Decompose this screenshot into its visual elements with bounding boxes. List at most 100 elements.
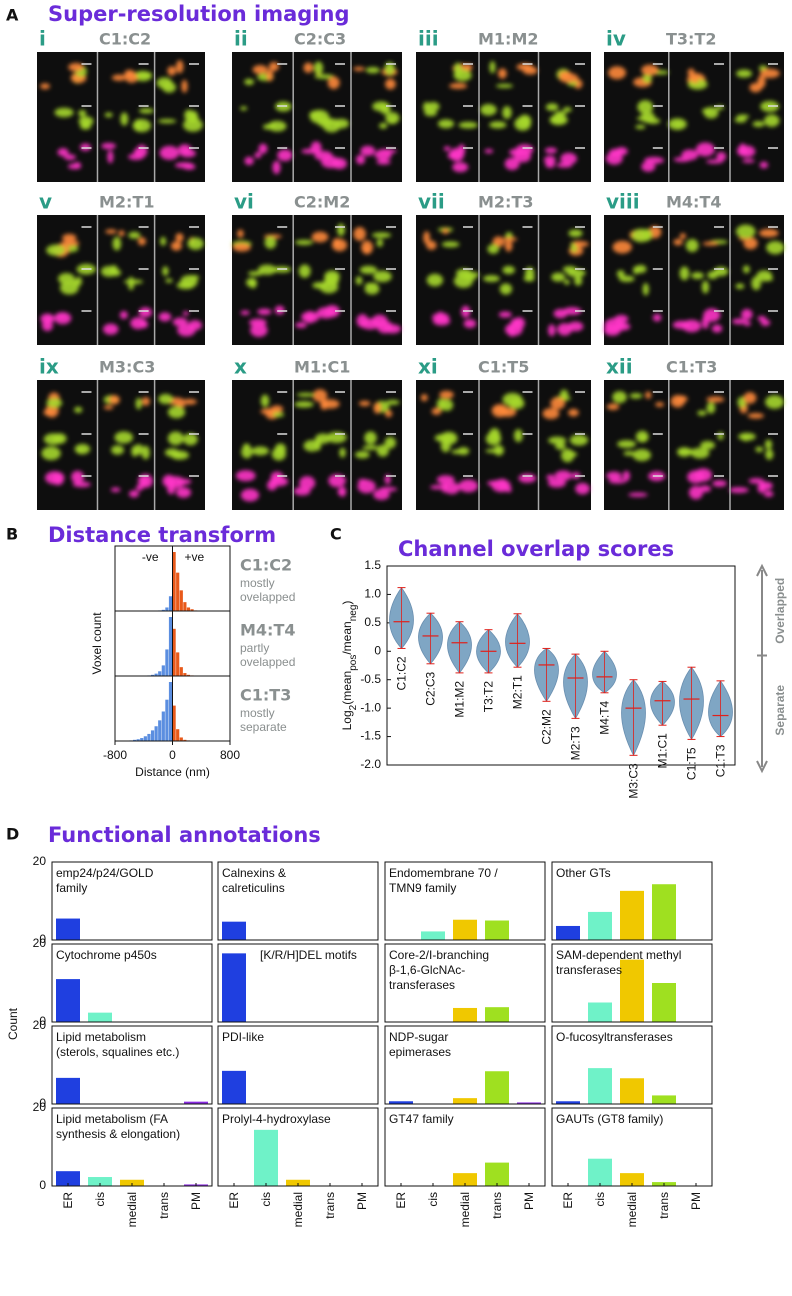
image-pair: M2:T1 [99,193,155,212]
y-axis-label-part: (mean [340,671,354,705]
blob [156,77,173,89]
x-tick-label: cis [93,1192,107,1207]
pos-label: +ve [185,550,205,564]
blob [499,283,513,295]
x-tick-label: PM [522,1192,536,1210]
blob [385,78,396,90]
panel-title: NDP-sugar [389,1030,448,1044]
hist-bar [154,726,158,741]
x-tick-label: trans [657,1192,671,1219]
blob [440,431,458,445]
blob [309,109,330,124]
blob [313,61,324,75]
blob [764,114,780,127]
hist-bar [183,739,187,741]
blob [303,62,314,73]
y-tick-label: -0.5 [360,672,381,686]
hist-bar [136,739,140,741]
panel-title: transferases [556,963,622,977]
panel-title: Channel overlap scores [398,537,674,561]
blob [314,74,335,79]
hist-bar [172,628,176,676]
blob [353,227,366,241]
bar [120,1179,144,1186]
bar [620,890,644,940]
blob [504,239,513,252]
image-numeral: vi [234,190,254,214]
blob [385,112,400,124]
panel-label: A [6,6,19,25]
blob [763,490,774,498]
blob [101,142,116,150]
blob [187,113,199,124]
blob [244,156,254,166]
blob [103,405,114,410]
hist-desc: mostly [240,706,275,720]
blob [320,400,328,410]
blob [130,317,146,330]
blob [379,103,391,115]
blob [765,395,784,409]
blob [608,478,627,484]
plot-frame [217,943,379,1023]
blob [67,163,82,170]
blob [622,470,630,482]
blob [635,124,646,130]
micrograph-blobs [603,224,785,336]
hist-bar [158,720,162,741]
y-tick-label: 0 [39,1096,46,1110]
blob [608,66,627,80]
blob [559,73,579,83]
blob [690,447,710,459]
blob [461,271,480,278]
blob [749,82,762,93]
blob [700,440,716,450]
blob [353,66,365,72]
image-pair: C1:T5 [478,358,529,377]
micrograph-blobs [231,223,401,337]
image-numeral: ix [39,355,59,379]
blob [701,280,710,294]
image-numeral: v [39,190,52,214]
blob [547,478,566,488]
blob [441,241,460,248]
arrow-label: Overlapped [773,578,787,644]
hist-bar [168,682,173,741]
blob [436,398,447,410]
blob [365,66,380,74]
blob [181,79,188,93]
blob [699,485,711,493]
blob [504,157,520,171]
blob [747,413,764,419]
hist-desc: partly [240,641,269,655]
bar [453,1007,477,1022]
bar [620,1173,644,1186]
blob [360,145,376,157]
bar [485,1162,509,1186]
plot-frame [384,943,546,1023]
image-numeral: ii [234,27,248,51]
blob [246,277,257,288]
blob [687,470,705,484]
blob [357,479,376,494]
image-numeral: iv [606,27,626,51]
blob [119,311,128,320]
blob [613,322,631,331]
panel-label: D [6,825,19,844]
blob [677,448,695,454]
hist-bar [179,667,183,676]
blob [458,121,478,129]
blob [668,118,687,130]
hist-bar [168,617,173,676]
y-axis-label: Count [6,1007,20,1040]
bar [222,1070,246,1104]
hist-bar [186,674,191,676]
blob [426,273,444,287]
blob [240,488,260,502]
hist-bar [150,730,155,741]
blob [373,402,382,414]
plot-frame [386,565,736,766]
blob [513,150,532,163]
blob [102,323,119,335]
blob [458,144,466,156]
